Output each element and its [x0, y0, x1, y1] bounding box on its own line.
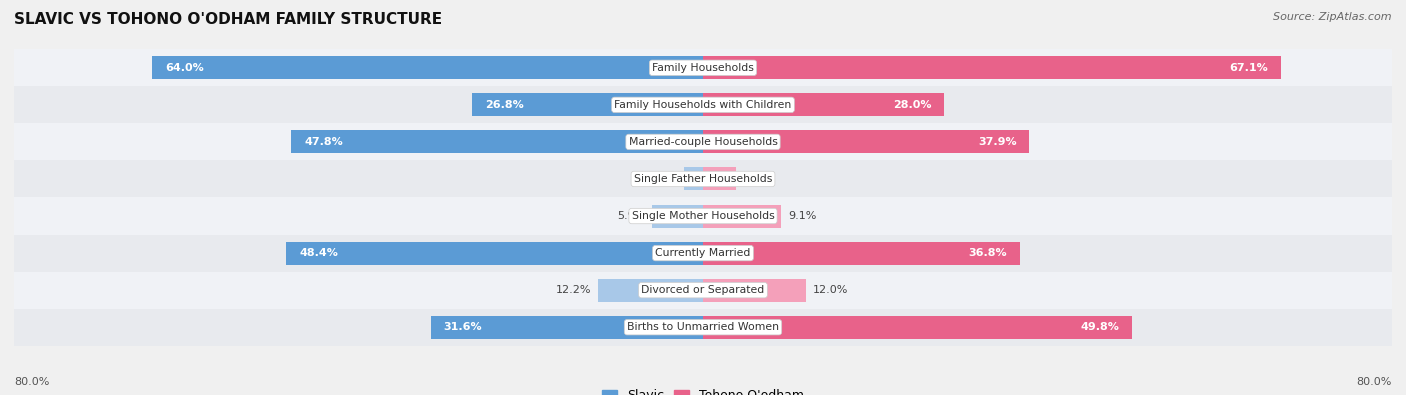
FancyBboxPatch shape: [10, 49, 1396, 87]
FancyBboxPatch shape: [10, 87, 1396, 123]
Text: 64.0%: 64.0%: [165, 63, 204, 73]
Text: 28.0%: 28.0%: [893, 100, 931, 110]
Bar: [472, 93, 703, 117]
Text: 12.2%: 12.2%: [555, 285, 591, 295]
FancyBboxPatch shape: [10, 235, 1396, 272]
Text: Births to Unmarried Women: Births to Unmarried Women: [627, 322, 779, 332]
Text: 80.0%: 80.0%: [14, 377, 49, 387]
FancyBboxPatch shape: [10, 308, 1396, 346]
Bar: [703, 205, 782, 228]
FancyBboxPatch shape: [10, 272, 1396, 308]
Bar: [652, 205, 703, 228]
Text: 12.0%: 12.0%: [813, 285, 849, 295]
Text: Married-couple Households: Married-couple Households: [628, 137, 778, 147]
Text: Family Households: Family Households: [652, 63, 754, 73]
Text: 26.8%: 26.8%: [485, 100, 524, 110]
Bar: [703, 93, 945, 117]
Bar: [703, 130, 1029, 153]
FancyBboxPatch shape: [10, 198, 1396, 235]
Bar: [430, 316, 703, 339]
Text: Currently Married: Currently Married: [655, 248, 751, 258]
Text: 9.1%: 9.1%: [789, 211, 817, 221]
Bar: [703, 316, 1132, 339]
Bar: [703, 242, 1019, 265]
Text: 3.8%: 3.8%: [742, 174, 770, 184]
Bar: [703, 167, 735, 190]
Text: 49.8%: 49.8%: [1080, 322, 1119, 332]
Bar: [598, 278, 703, 302]
Bar: [685, 167, 703, 190]
FancyBboxPatch shape: [10, 160, 1396, 198]
Text: SLAVIC VS TOHONO O'ODHAM FAMILY STRUCTURE: SLAVIC VS TOHONO O'ODHAM FAMILY STRUCTUR…: [14, 12, 441, 27]
Bar: [703, 278, 807, 302]
Text: 37.9%: 37.9%: [977, 137, 1017, 147]
Text: Source: ZipAtlas.com: Source: ZipAtlas.com: [1274, 12, 1392, 22]
Text: 67.1%: 67.1%: [1229, 63, 1268, 73]
Text: Single Mother Households: Single Mother Households: [631, 211, 775, 221]
Legend: Slavic, Tohono O'odham: Slavic, Tohono O'odham: [598, 384, 808, 395]
Text: 2.2%: 2.2%: [648, 174, 678, 184]
Bar: [287, 242, 703, 265]
Bar: [703, 56, 1281, 79]
Text: Divorced or Separated: Divorced or Separated: [641, 285, 765, 295]
Text: 36.8%: 36.8%: [969, 248, 1007, 258]
Bar: [291, 130, 703, 153]
Text: 48.4%: 48.4%: [299, 248, 337, 258]
Text: 5.9%: 5.9%: [617, 211, 645, 221]
Text: Family Households with Children: Family Households with Children: [614, 100, 792, 110]
FancyBboxPatch shape: [10, 123, 1396, 160]
Text: 80.0%: 80.0%: [1357, 377, 1392, 387]
Text: Single Father Households: Single Father Households: [634, 174, 772, 184]
Text: 47.8%: 47.8%: [304, 137, 343, 147]
Bar: [152, 56, 703, 79]
Text: 31.6%: 31.6%: [444, 322, 482, 332]
